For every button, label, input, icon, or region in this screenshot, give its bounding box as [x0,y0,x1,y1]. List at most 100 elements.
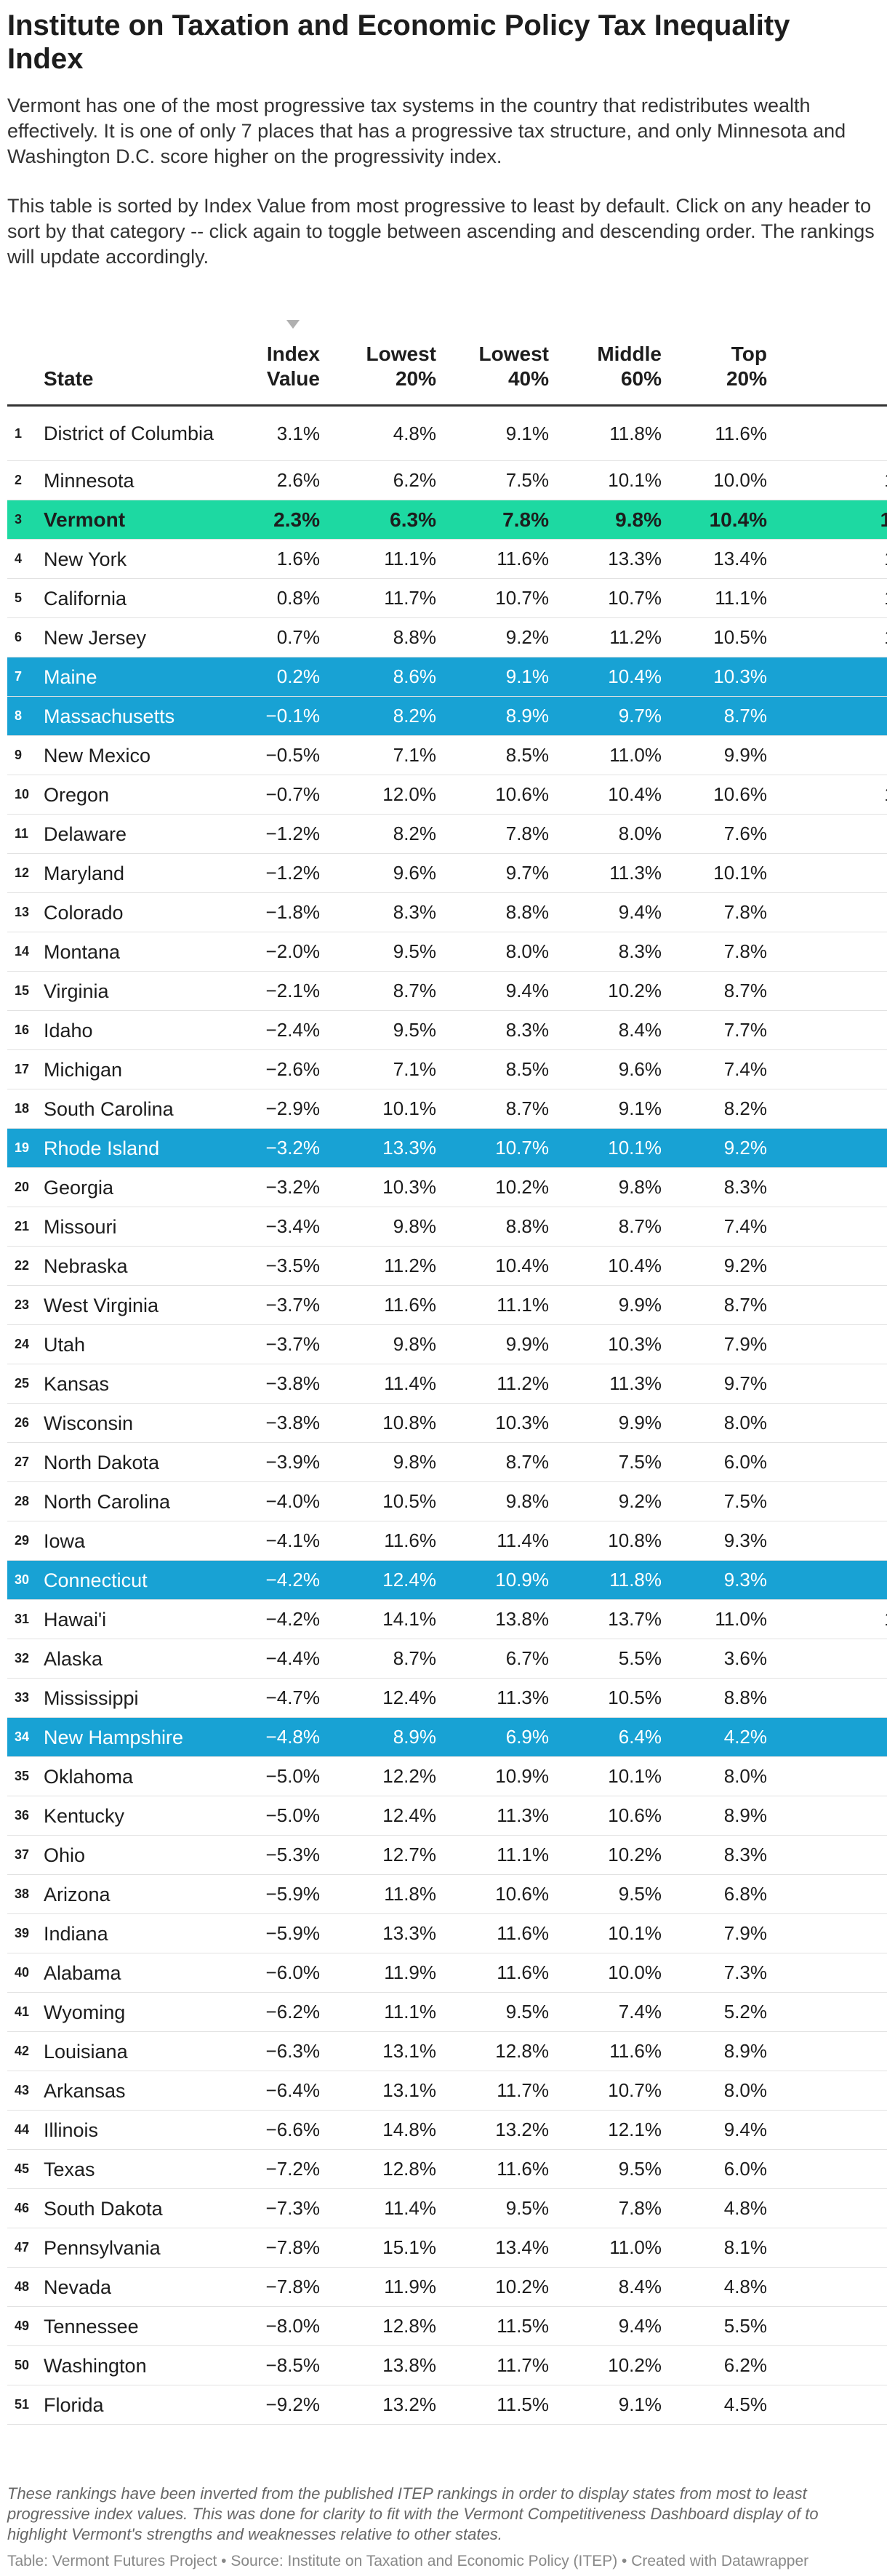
rank-cell: 36 [7,1796,44,1836]
column-header-label: Index Value [267,320,320,391]
state-cell: North Carolina [44,1481,222,1521]
rank-cell: 41 [7,1992,44,2032]
top-20-cell: 9.4% [669,2110,774,2150]
lowest-20-cell: 13.1% [327,2031,443,2071]
column-header-label: Middle 60% [597,342,662,391]
top-1-cell: 8.9% [774,696,887,736]
credit-line: Table: Vermont Futures Project • Source:… [7,2553,809,2569]
column-header-state[interactable]: State [44,305,222,407]
top-1-cell: 10.5% [774,617,887,657]
top-20-cell: 13.4% [669,539,774,579]
top-20-cell: 7.9% [669,1913,774,1953]
middle-60-cell: 11.0% [556,2228,669,2268]
top-20-cell: 8.1% [669,2228,774,2268]
index-value-cell: −0.1% [222,696,327,736]
index-value-cell: −6.0% [222,1953,327,1993]
top-20-cell: 10.4% [669,500,774,540]
state-cell: Arkansas [44,2071,222,2111]
lowest-20-cell: 8.7% [327,1639,443,1679]
lowest-40-cell: 8.5% [443,735,556,775]
middle-60-cell: 8.4% [556,1010,669,1050]
index-value-cell: −1.2% [222,814,327,854]
column-header-lowest-40[interactable]: Lowest 40% [443,305,556,407]
top-20-cell: 10.0% [669,460,774,500]
top-1-cell: 7.5% [774,1364,887,1404]
state-cell: Maryland [44,853,222,893]
index-value-cell: 2.6% [222,460,327,500]
lowest-40-cell: 10.4% [443,1246,556,1286]
rank-cell: 9 [7,735,44,775]
index-value-cell: −5.3% [222,1835,327,1875]
index-value-cell: −4.0% [222,1481,327,1521]
state-cell: Rhode Island [44,1128,222,1168]
column-header-top-20[interactable]: Top 20% [669,305,774,407]
index-value-cell: −3.2% [222,1167,327,1207]
lowest-40-cell: 11.5% [443,2306,556,2346]
index-value-cell: 0.7% [222,617,327,657]
lowest-40-cell: 10.2% [443,1167,556,1207]
middle-60-cell: 10.7% [556,578,669,618]
state-cell: Michigan [44,1049,222,1089]
top-1-cell: 8.6% [774,1128,887,1168]
top-20-cell: 8.0% [669,2071,774,2111]
top-20-cell: 8.9% [669,2031,774,2071]
top-20-cell: 3.6% [669,1639,774,1679]
state-cell: Hawai'i [44,1599,222,1639]
lowest-40-cell: 11.6% [443,2149,556,2189]
footnote: These rankings have been inverted from t… [7,2484,819,2543]
header-line-1: Lowest [478,343,549,365]
state-cell: Kentucky [44,1796,222,1836]
column-header-lowest-20[interactable]: Lowest 20% [327,305,443,407]
lowest-40-cell: 13.8% [443,1599,556,1639]
column-header-top-1[interactable]: Top1% [774,305,887,407]
rank-cell: 34 [7,1717,44,1757]
index-value-cell: −4.8% [222,1717,327,1757]
index-value-cell: 1.6% [222,539,327,579]
top-1-cell: 6.5% [774,1089,887,1129]
top-20-cell: 7.7% [669,1010,774,1050]
lowest-40-cell: 10.6% [443,775,556,815]
state-cell: New Mexico [44,735,222,775]
rank-cell: 16 [7,1010,44,1050]
state-cell: Utah [44,1324,222,1364]
column-header-index-value[interactable]: Index Value [222,305,327,407]
top-20-cell: 8.7% [669,1285,774,1325]
rank-cell: 5 [7,578,44,618]
index-value-cell: −2.6% [222,1049,327,1089]
lowest-20-cell: 11.9% [327,1953,443,1993]
top-1-cell: 2.7% [774,2385,887,2425]
top-1-cell: 11.4% [774,405,887,461]
top-20-cell: 7.4% [669,1049,774,1089]
middle-60-cell: 10.7% [556,2071,669,2111]
column-header-rank[interactable] [7,305,44,407]
lowest-20-cell: 9.6% [327,853,443,893]
lowest-20-cell: 13.8% [327,2345,443,2385]
lowest-20-cell: 13.1% [327,2071,443,2111]
header-line-2: 60% [620,367,662,390]
top-1-cell: 10.1% [774,1599,887,1639]
middle-60-cell: 9.7% [556,696,669,736]
middle-60-cell: 9.9% [556,1285,669,1325]
lowest-40-cell: 10.9% [443,1756,556,1796]
lowest-20-cell: 8.3% [327,892,443,932]
index-value-cell: −5.0% [222,1796,327,1836]
middle-60-cell: 7.5% [556,1442,669,1482]
rank-cell: 14 [7,932,44,972]
index-value-cell: −7.3% [222,2188,327,2228]
state-cell: Massachusetts [44,696,222,736]
middle-60-cell: 9.8% [556,500,669,540]
lowest-20-cell: 14.8% [327,2110,443,2150]
column-header-middle-60[interactable]: Middle 60% [556,305,669,407]
lowest-40-cell: 8.3% [443,1010,556,1050]
header-line-2: 20% [726,367,767,390]
table-row: 1 District of Columbia 3.1% 4.8% 9.1% 11.8% 11… [7,405,887,461]
table-container[interactable]: State Index Value Lowest 20% Lowest 40% Middle 6… [7,305,887,2487]
table-row: 47Pennsylvania−7.8%15.1%13.4%11.0%8.1%6.… [7,2228,887,2268]
